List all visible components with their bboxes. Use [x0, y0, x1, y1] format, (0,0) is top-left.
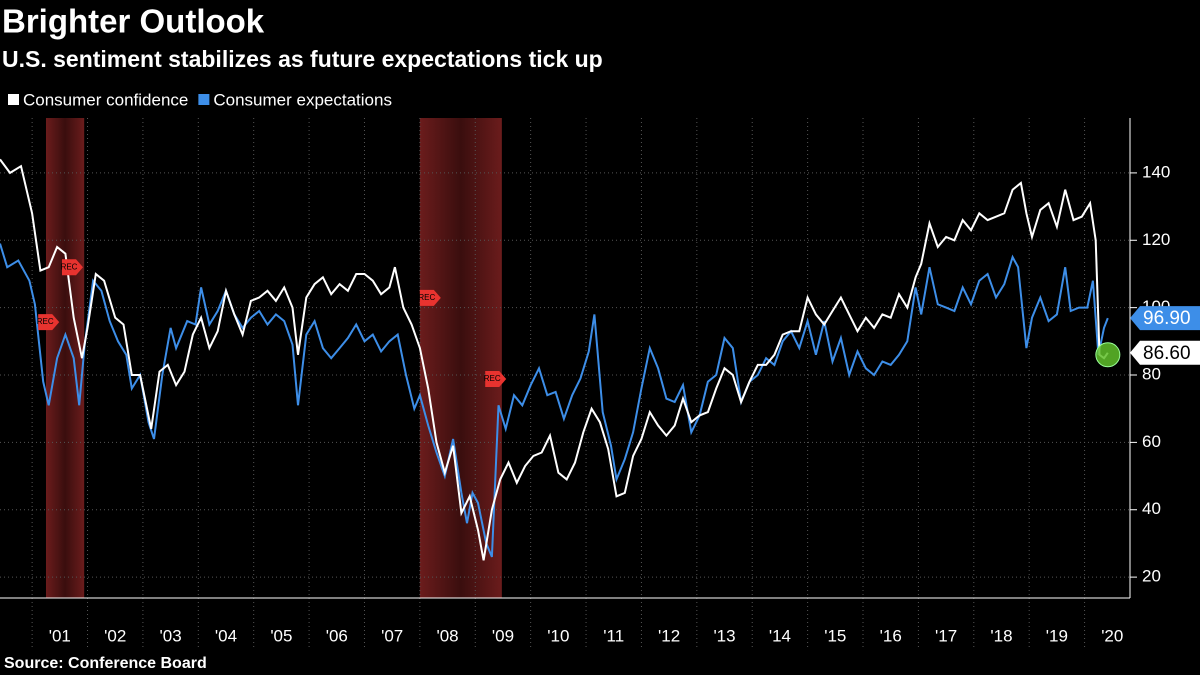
x-tick-label: '12 — [658, 626, 680, 645]
line — [0, 243, 1109, 558]
x-tick-label: '02 — [104, 626, 126, 645]
x-tick-label: '17 — [935, 626, 957, 645]
y-tick-label: 60 — [1142, 432, 1161, 451]
x-tick-label: '10 — [547, 626, 569, 645]
x-tick-label: '16 — [880, 626, 902, 645]
line — [0, 158, 1109, 561]
legend-swatch — [8, 94, 19, 105]
x-tick-label: '04 — [215, 626, 237, 645]
x-tick-label: '14 — [769, 626, 791, 645]
x-tick-label: '06 — [326, 626, 348, 645]
legend-label: Consumer expectations — [213, 90, 392, 109]
x-tick-label: '18 — [990, 626, 1012, 645]
x-tick-label: '20 — [1101, 626, 1123, 645]
rec-marker — [38, 314, 60, 331]
y-tick-label: 120 — [1142, 230, 1170, 249]
rec-marker — [62, 259, 84, 276]
x-tick-label: '15 — [824, 626, 846, 645]
last-value-label: 86.60 — [1143, 343, 1191, 364]
last-value-box — [1130, 340, 1200, 365]
x-tick-label: '07 — [381, 626, 403, 645]
last-value-label: 96.90 — [1143, 308, 1191, 329]
chart-subtitle: U.S. sentiment stabilizes as future expe… — [2, 46, 603, 72]
recession-band — [45, 118, 85, 598]
last-value-box — [1130, 306, 1200, 331]
x-tick-label: '03 — [160, 626, 182, 645]
rec-label: REC — [37, 317, 54, 326]
source: Source: Conference Board — [4, 655, 207, 672]
y-tick-label: 140 — [1142, 162, 1170, 181]
x-tick-label: '05 — [270, 626, 292, 645]
rec-marker — [419, 289, 441, 306]
y-tick-label: 80 — [1142, 364, 1161, 383]
highlight — [1095, 342, 1121, 368]
x-tick-label: '19 — [1046, 626, 1068, 645]
x-tick-label: '09 — [492, 626, 514, 645]
rec-label: REC — [418, 293, 435, 302]
legend-swatch — [198, 94, 210, 105]
y-tick-label: 20 — [1142, 567, 1161, 586]
x-tick-label: '01 — [49, 626, 71, 645]
chart-title: Brighter Outlook — [2, 3, 265, 40]
x-tick-label: '08 — [436, 626, 458, 645]
legend-label: Consumer confidence — [23, 90, 188, 109]
y-tick-label: 40 — [1142, 499, 1161, 518]
rec-marker — [485, 371, 507, 388]
rec-label: REC — [484, 374, 501, 383]
x-tick-label: '13 — [713, 626, 735, 645]
recession-band — [419, 118, 502, 598]
rec-label: REC — [61, 262, 78, 271]
x-tick-label: '11 — [603, 626, 624, 645]
